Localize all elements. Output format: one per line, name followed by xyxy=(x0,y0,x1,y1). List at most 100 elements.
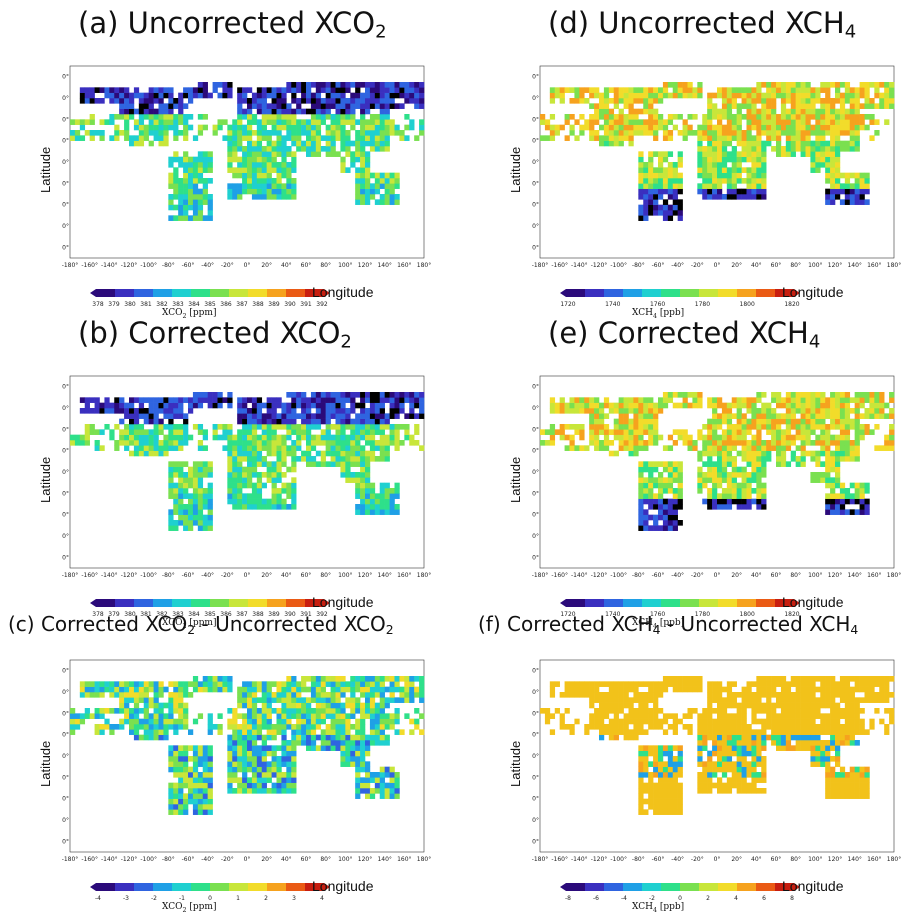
grid-cell xyxy=(613,429,619,435)
grid-cell xyxy=(276,686,282,693)
grid-cell xyxy=(173,761,179,767)
grid-cell xyxy=(350,418,356,425)
grid-cell xyxy=(584,445,590,451)
grid-cell xyxy=(643,488,649,494)
grid-cell xyxy=(736,130,742,136)
grid-cell xyxy=(202,745,208,751)
grid-cell xyxy=(340,418,346,425)
grid-cell xyxy=(197,210,204,216)
grid-cell xyxy=(756,418,762,425)
lat-tick-label: 0° xyxy=(532,469,539,476)
grid-cell xyxy=(889,397,895,403)
grid-cell xyxy=(780,151,787,157)
grid-cell xyxy=(389,509,395,515)
grid-cell xyxy=(202,167,208,173)
grid-cell xyxy=(114,424,120,430)
grid-cell xyxy=(291,488,297,494)
grid-cell xyxy=(667,178,674,184)
grid-cell xyxy=(854,140,860,147)
grid-cell xyxy=(84,87,90,93)
grid-cell xyxy=(815,135,821,141)
colorbar-tick-label: 387 xyxy=(236,611,248,618)
grid-cell xyxy=(188,520,194,526)
grid-cell xyxy=(717,402,723,409)
grid-cell xyxy=(672,514,678,521)
grid-cell xyxy=(618,124,624,131)
grid-cell xyxy=(360,172,366,179)
grid-cell xyxy=(662,87,669,93)
grid-cell xyxy=(183,397,189,403)
grid-cell xyxy=(707,461,713,467)
grid-cell xyxy=(771,92,777,99)
grid-cell xyxy=(389,676,395,682)
grid-cell xyxy=(707,167,713,173)
grid-cell xyxy=(335,697,341,703)
grid-cell xyxy=(89,424,95,430)
lat-tick-label: -60° xyxy=(62,223,69,230)
grid-cell xyxy=(355,103,361,109)
grid-cell xyxy=(564,408,570,414)
grid-cell xyxy=(717,477,723,483)
colorbar-label: XCO2 [ppm] xyxy=(162,902,217,914)
grid-cell xyxy=(301,734,307,741)
grid-cell xyxy=(138,98,145,104)
grid-cell xyxy=(365,702,371,709)
grid-cell xyxy=(741,156,747,163)
grid-cell xyxy=(178,119,184,125)
grid-cell xyxy=(104,681,110,687)
grid-cell xyxy=(800,87,806,93)
grid-cell xyxy=(202,761,208,767)
grid-cell xyxy=(795,135,801,141)
grid-cell xyxy=(825,98,831,104)
grid-cell xyxy=(790,408,796,414)
grid-cell xyxy=(350,124,356,131)
grid-cell xyxy=(237,702,243,709)
grid-cell xyxy=(202,215,208,221)
grid-cell xyxy=(109,708,115,714)
grid-cell xyxy=(672,183,678,189)
grid-cell xyxy=(384,793,390,799)
grid-cell xyxy=(291,456,297,462)
grid-cell xyxy=(820,108,826,115)
grid-cell xyxy=(702,162,708,168)
map-plot-area: -180° -160° -140° -120° -100° -80° -60° -40° -20… xyxy=(532,64,902,270)
grid-cell xyxy=(662,525,669,531)
grid-cell xyxy=(820,477,826,483)
grid-cell xyxy=(84,713,90,719)
grid-cell xyxy=(584,686,590,693)
grid-cell xyxy=(785,461,792,467)
grid-cell xyxy=(741,472,747,478)
grid-cell xyxy=(291,402,297,409)
grid-cell xyxy=(286,103,292,109)
grid-cell xyxy=(251,782,258,789)
grid-cell xyxy=(350,745,356,751)
grid-cell xyxy=(133,413,140,419)
grid-cell xyxy=(835,509,841,515)
grid-cell xyxy=(163,450,169,457)
grid-cell xyxy=(726,167,733,173)
panel-title: (f) Corrected XCH4 - Uncorrected XCH4 xyxy=(478,612,859,638)
grid-cell xyxy=(271,482,277,489)
grid-cell xyxy=(839,183,846,189)
grid-cell xyxy=(643,713,649,719)
grid-cell xyxy=(178,178,184,184)
grid-cell xyxy=(173,194,179,200)
grid-cell xyxy=(687,124,693,131)
grid-cell xyxy=(702,450,708,457)
grid-cell xyxy=(237,183,243,189)
grid-cell xyxy=(712,466,718,473)
grid-cell xyxy=(379,493,385,499)
grid-cell xyxy=(825,146,831,152)
grid-cell xyxy=(310,692,317,698)
grid-cell xyxy=(232,146,238,152)
grid-cell xyxy=(835,392,841,398)
grid-cell xyxy=(129,681,135,687)
grid-cell xyxy=(330,440,336,446)
grid-cell xyxy=(751,87,757,93)
grid-cell xyxy=(628,445,634,451)
grid-cell xyxy=(227,740,233,746)
grid-cell xyxy=(785,82,792,88)
grid-cell xyxy=(859,183,865,189)
grid-cell xyxy=(800,461,806,467)
grid-cell xyxy=(178,718,184,725)
